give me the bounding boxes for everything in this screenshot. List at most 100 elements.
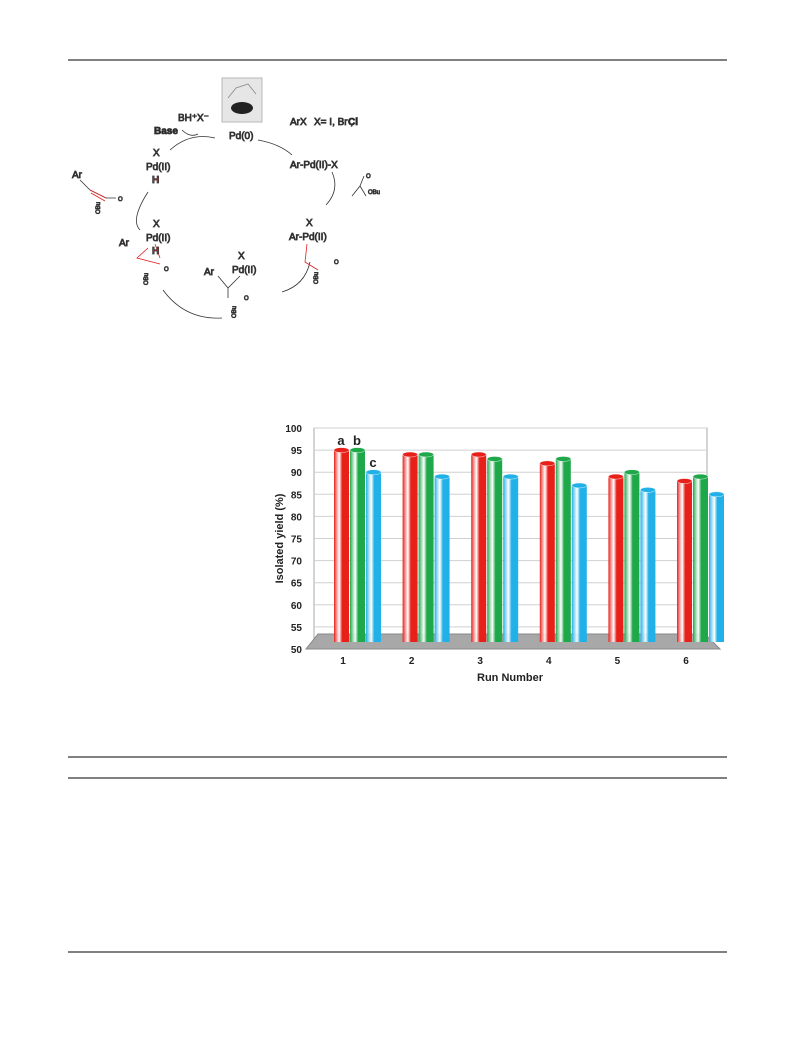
ligand — [227, 83, 257, 99]
bar-cap — [571, 482, 587, 489]
scheme-label: X — [306, 218, 313, 229]
scheme-label: Ar — [72, 170, 83, 181]
y-axis-label: Isolated yield (%) — [274, 493, 286, 583]
bar-cap — [365, 469, 382, 475]
bond — [304, 243, 319, 271]
bar — [693, 476, 708, 642]
bar — [539, 463, 555, 642]
pd-nanoparticle — [221, 77, 263, 123]
bar — [624, 472, 640, 642]
legend-label: a — [337, 433, 345, 448]
legend-label: b — [353, 433, 361, 448]
scheme-label: X — [153, 148, 160, 159]
bar — [640, 489, 656, 642]
bar-cap — [349, 447, 366, 453]
scheme-label: Base — [154, 126, 178, 137]
y-tick-label: 50 — [291, 645, 303, 656]
bar-cap — [418, 451, 434, 458]
bar — [709, 494, 724, 642]
scheme-label: OBu — [144, 273, 150, 285]
arrow — [181, 129, 199, 136]
scheme-label: ArX — [290, 117, 307, 128]
bar-cap — [676, 478, 693, 484]
scheme-label: X — [238, 251, 245, 262]
bar-cap — [608, 473, 624, 480]
bar-cap — [692, 473, 709, 480]
bar — [418, 454, 434, 642]
scheme-label: Pd(II) — [232, 265, 256, 276]
arrow — [136, 191, 149, 231]
bar-cap — [434, 473, 450, 480]
bar-cap — [503, 473, 519, 480]
bar — [555, 458, 571, 642]
double-bond — [89, 189, 107, 202]
legend-label: c — [369, 455, 376, 470]
scheme-label: O — [366, 174, 371, 180]
bar — [608, 476, 624, 642]
y-tick-label: 75 — [291, 535, 303, 546]
scheme-label: H — [152, 246, 159, 257]
bar-cap — [487, 456, 503, 462]
y-tick-label: 60 — [291, 601, 303, 612]
x-tick-label: 1 — [340, 656, 346, 667]
bar-cap — [539, 460, 555, 467]
scheme-label: Pd(II) — [146, 162, 170, 173]
y-tick-label: 65 — [291, 579, 303, 590]
x-tick-label: 4 — [546, 656, 552, 667]
scheme-label: OBu — [232, 306, 238, 318]
scheme-label: O — [244, 296, 249, 302]
x-tick-label: 6 — [683, 656, 689, 667]
x-tick-label: 3 — [477, 656, 483, 667]
scheme-label: X= I, Br , — [314, 117, 353, 128]
y-tick-label: 80 — [291, 512, 303, 523]
bar — [487, 458, 503, 642]
scheme-label: O — [164, 267, 169, 273]
bar — [366, 472, 381, 642]
bar-cap — [555, 456, 571, 462]
y-tick-label: 100 — [285, 424, 302, 435]
bar — [334, 450, 349, 642]
table-rules — [68, 756, 727, 953]
bond — [217, 275, 241, 298]
arrow — [257, 139, 293, 156]
scheme-label: BH⁺ — [178, 113, 197, 124]
bar-cap — [708, 491, 725, 497]
scheme-label: OBu — [96, 202, 102, 214]
scheme-label: OBu — [368, 190, 380, 196]
y-tick-label: 70 — [291, 557, 303, 568]
bar-cap — [624, 469, 640, 475]
bar — [402, 454, 418, 642]
arrow — [169, 136, 216, 151]
bar — [503, 476, 519, 642]
double-bond — [136, 243, 161, 265]
scheme-label: Cl — [348, 117, 358, 128]
bar — [471, 454, 487, 642]
scheme-label: H — [152, 175, 159, 186]
x-tick-label: 5 — [615, 656, 621, 667]
bar — [571, 485, 587, 642]
scheme-label: O — [334, 260, 339, 266]
y-tick-label: 95 — [291, 446, 303, 457]
scheme-label: X — [153, 219, 160, 230]
acrylate — [351, 175, 367, 197]
scheme-label: Ar — [119, 238, 130, 249]
scheme-label: Ar — [204, 267, 215, 278]
y-tick-label: 90 — [291, 468, 303, 479]
bar-cap — [640, 487, 656, 493]
arrow — [162, 289, 223, 319]
bar-cap — [471, 451, 487, 458]
y-tick-label: 85 — [291, 490, 303, 501]
scheme-label: Pd(II) — [146, 233, 170, 244]
bar-cap — [333, 447, 350, 453]
scheme-label: Ar-Pd(II) — [289, 232, 327, 243]
x-axis-label: Run Number — [477, 672, 544, 684]
bar — [350, 450, 365, 642]
scheme-label: O — [118, 197, 123, 203]
bar-cap — [402, 451, 418, 458]
scheme-label: OBu — [314, 272, 320, 284]
bar — [434, 476, 450, 642]
arrow — [325, 171, 336, 206]
bar — [677, 481, 692, 642]
